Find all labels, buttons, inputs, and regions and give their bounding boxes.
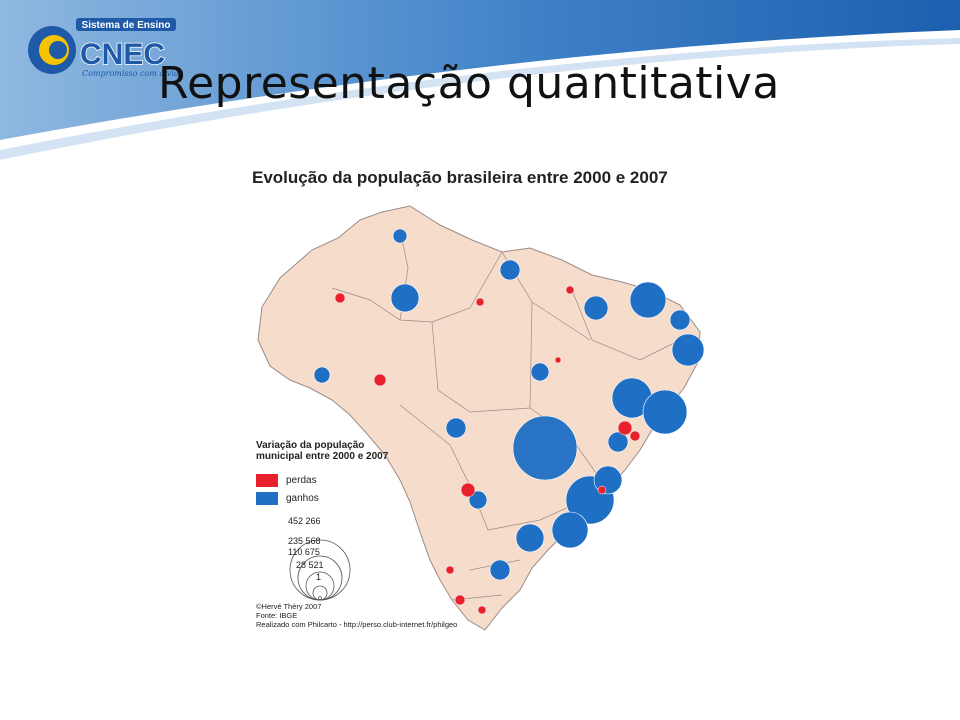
map-title: Evolução da população brasileira entre 2… (252, 168, 668, 187)
loss-circle (445, 565, 455, 575)
legend-item-losses: perdas (256, 473, 317, 487)
size-label-1: 452 266 (288, 516, 321, 526)
size-label-5: 1 (316, 572, 322, 582)
gain-circle (515, 523, 545, 553)
gain-circle (313, 366, 331, 384)
legend-label-gains: ganhos (286, 492, 319, 504)
loss-circle (334, 292, 346, 304)
loss-circle (460, 482, 476, 498)
loss-circle (617, 420, 633, 436)
loss-swatch (256, 473, 278, 487)
symbol-layer (313, 228, 705, 615)
brazil-population-map (257, 205, 705, 631)
gain-circle (392, 228, 408, 244)
slide-title: Representação quantitativa (158, 58, 780, 109)
loss-circle (565, 285, 575, 295)
credit-author: ©Hervé Théry 2007 (256, 602, 322, 611)
map-legend: Variação da população municipal entre 20… (256, 440, 436, 582)
svg-text:Compromisso com a vida: Compromisso com a vida (82, 69, 184, 78)
cnec-logo: Sistema de Ensino CNEC Compromisso com a… (24, 14, 184, 84)
loss-circle (454, 594, 466, 606)
map-credits: ©Hervé Théry 2007 Fonte: IBGE Realizado … (256, 602, 457, 629)
gain-circle (671, 333, 705, 367)
gain-circle (607, 431, 629, 453)
gain-circle (468, 490, 488, 510)
gain-circle (390, 283, 420, 313)
gain-circle (669, 309, 691, 331)
legend-label-losses: perdas (286, 474, 317, 486)
svg-text:Sistema de Ensino: Sistema de Ensino (82, 20, 171, 31)
loss-circle (629, 430, 641, 442)
gain-circle (499, 259, 521, 281)
gain-circle (583, 295, 609, 321)
credit-source: Fonte: IBGE (256, 611, 298, 620)
legend-title: Variação da população municipal entre 20… (256, 440, 389, 462)
svg-text:CNEC: CNEC (80, 38, 165, 71)
loss-circle (475, 297, 485, 307)
size-label-4: 28 521 (296, 560, 324, 570)
credit-software: Realizado com Philcarto - http://perso.c… (256, 620, 458, 629)
gain-circle (551, 511, 589, 549)
size-label-3: 110 675 (288, 547, 320, 557)
gain-circle (629, 281, 667, 319)
loss-circle (597, 485, 607, 495)
gain-circle (512, 415, 578, 481)
symbol-size-scale (289, 539, 351, 601)
gain-circle (642, 389, 688, 435)
loss-circle (373, 373, 387, 387)
header-background (0, 0, 960, 170)
loss-circle (477, 605, 487, 615)
gain-circle (489, 559, 511, 581)
gain-circle (445, 417, 467, 439)
gain-swatch (256, 491, 278, 505)
size-label-2: 235 568 (288, 536, 321, 546)
loss-circle (554, 356, 562, 364)
legend-item-gains: ganhos (256, 491, 319, 505)
gain-circle (530, 362, 550, 382)
